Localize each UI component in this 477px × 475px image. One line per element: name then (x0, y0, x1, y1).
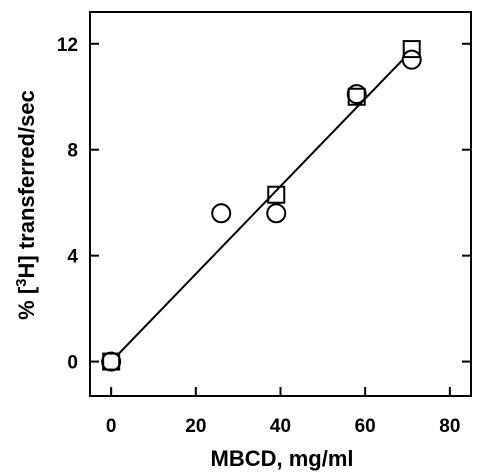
y-tick-label: 8 (67, 141, 78, 162)
y-axis-title: % [3H] transferred/sec (13, 90, 39, 320)
fit-line (110, 49, 413, 363)
circle-point (211, 203, 232, 224)
square-point (347, 87, 366, 106)
square-point (402, 40, 421, 59)
y-tick-label: 12 (57, 35, 78, 56)
x-tick-label: 0 (106, 416, 117, 437)
square-point (267, 185, 286, 204)
x-axis-title: MBCD, mg/ml (211, 446, 354, 471)
plot-frame (89, 11, 472, 397)
y-tick-label: 4 (67, 247, 78, 268)
circle-point (266, 203, 287, 224)
x-tick-label: 80 (439, 416, 460, 437)
y-tick-label: 0 (67, 353, 78, 374)
circle-point (401, 49, 422, 70)
y-axis-title-superscript: 3 (13, 278, 30, 286)
data-points (101, 40, 422, 372)
axis-ticks: 0 20 40 60 80 0 4 8 12 (57, 35, 471, 437)
x-tick-label: 40 (270, 416, 291, 437)
x-tick-label: 60 (355, 416, 376, 437)
square-point (102, 352, 121, 371)
x-tick-label: 20 (185, 416, 206, 437)
fit-line-group (110, 49, 413, 363)
